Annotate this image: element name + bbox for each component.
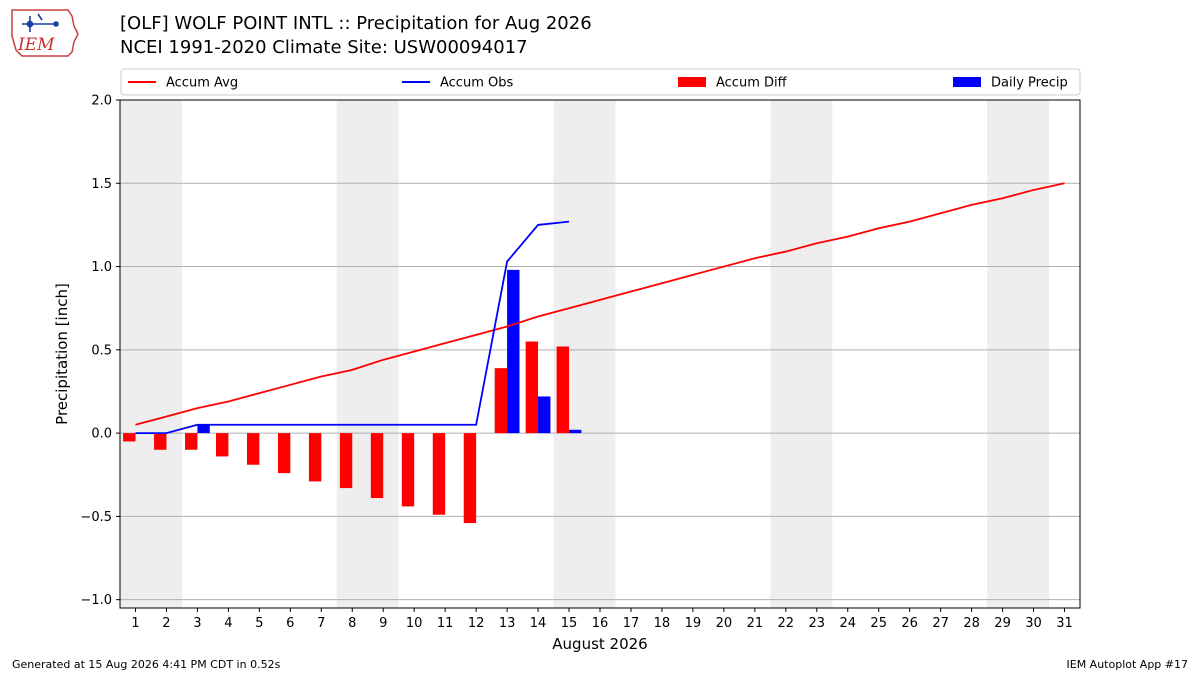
- x-tick-label: 1: [131, 616, 139, 631]
- y-tick-label: −0.5: [80, 510, 112, 525]
- y-tick-label: 1.5: [91, 177, 112, 192]
- generated-timestamp: Generated at 15 Aug 2026 4:41 PM CDT in …: [12, 658, 281, 671]
- iem-logo: IEM: [11, 9, 79, 57]
- y-axis: −1.0 −0.5 0.0 0.5 1.0 1.5 2.0: [80, 94, 120, 608]
- legend-label-accum-diff: Accum Diff: [716, 76, 788, 91]
- y-axis-label: Precipitation [inch]: [53, 283, 71, 425]
- legend-label-accum-obs: Accum Obs: [440, 76, 513, 91]
- x-tick-label: 30: [1025, 616, 1042, 631]
- x-tick-label: 2: [162, 616, 170, 631]
- logo-text: IEM: [17, 35, 55, 55]
- x-tick-label: 24: [839, 616, 856, 631]
- x-axis: 1 2 3 4 5 6 7 8 9 10 11 12 13 14 15 16 17 18 19 20 21 22 23 24 2…: [131, 608, 1073, 631]
- accum-diff-bar: [494, 368, 508, 434]
- legend-frame: [120, 68, 1081, 96]
- x-tick-label: 15: [561, 616, 578, 631]
- weekend-bands: [120, 100, 1050, 608]
- line-series: [135, 182, 1065, 435]
- x-tick-label: 17: [623, 616, 640, 631]
- x-tick-label: 13: [499, 616, 516, 631]
- bar-series: [123, 269, 582, 524]
- legend-swatch-accum-diff: [678, 77, 706, 87]
- accum-diff-bar: [216, 433, 229, 457]
- x-tick-label: 27: [932, 616, 949, 631]
- y-tick-label: −1.0: [80, 593, 112, 608]
- legend-label-daily-precip: Daily Precip: [991, 76, 1068, 91]
- x-tick-label: 10: [406, 616, 423, 631]
- accum-diff-bar: [154, 433, 167, 450]
- accum-avg-line: [135, 182, 1065, 426]
- x-tick-label: 21: [747, 616, 764, 631]
- x-tick-label: 20: [716, 616, 733, 631]
- x-tick-label: 4: [224, 616, 232, 631]
- accum-diff-bar: [370, 433, 384, 499]
- accum-diff-bar: [308, 433, 322, 482]
- y-tick-label: 2.0: [91, 94, 112, 109]
- accum-diff-bar: [246, 433, 260, 465]
- x-tick-label: 8: [348, 616, 356, 631]
- y-tick-label: 0.5: [91, 343, 112, 358]
- x-tick-label: 16: [592, 616, 609, 631]
- x-tick-label: 3: [193, 616, 201, 631]
- x-tick-label: 19: [685, 616, 702, 631]
- accum-diff-bar: [401, 433, 415, 507]
- accum-diff-bar: [432, 433, 446, 515]
- accum-diff-bar: [556, 346, 570, 434]
- x-tick-label: 31: [1056, 616, 1073, 631]
- accum-diff-bar: [463, 433, 477, 524]
- weekend-band: [770, 100, 833, 608]
- legend: Accum Avg Accum Obs Accum Diff Daily Precip: [120, 68, 1081, 96]
- x-tick-label: 7: [317, 616, 325, 631]
- x-tick-label: 26: [901, 616, 918, 631]
- x-tick-label: 29: [994, 616, 1011, 631]
- weekend-band: [336, 100, 399, 608]
- x-tick-label: 18: [654, 616, 671, 631]
- x-axis-label: August 2026: [552, 635, 647, 653]
- weekend-band: [987, 100, 1050, 608]
- x-tick-label: 12: [468, 616, 485, 631]
- weather-station-icon: [22, 13, 59, 32]
- daily-precip-bar: [569, 429, 582, 434]
- app-credit: IEM Autoplot App #17: [1066, 658, 1189, 671]
- x-tick-label: 23: [809, 616, 826, 631]
- accum-diff-bar: [525, 341, 539, 434]
- x-tick-label: 14: [530, 616, 547, 631]
- x-tick-label: 28: [963, 616, 980, 631]
- x-tick-label: 9: [379, 616, 387, 631]
- daily-precip-bar: [197, 424, 210, 434]
- chart-subtitle: NCEI 1991-2020 Climate Site: USW00094017: [120, 37, 528, 58]
- x-tick-label: 6: [286, 616, 294, 631]
- x-tick-label: 25: [870, 616, 887, 631]
- accum-diff-bar: [277, 433, 291, 474]
- x-tick-label: 11: [437, 616, 454, 631]
- accum-diff-bar: [185, 433, 198, 450]
- legend-swatch-daily-precip: [953, 77, 981, 87]
- y-tick-label: 0.0: [91, 427, 112, 442]
- accum-obs-line: [135, 220, 570, 435]
- daily-precip-bar: [507, 269, 520, 434]
- legend-label-accum-avg: Accum Avg: [166, 76, 238, 91]
- x-tick-label: 22: [778, 616, 795, 631]
- accum-diff-bar: [123, 433, 136, 442]
- accum-diff-bar: [339, 433, 353, 489]
- y-tick-label: 1.0: [91, 260, 112, 275]
- x-tick-label: 5: [255, 616, 263, 631]
- daily-precip-bar: [538, 396, 551, 434]
- chart-title: [OLF] WOLF POINT INTL :: Precipitation f…: [120, 13, 592, 34]
- weekend-band: [120, 100, 182, 608]
